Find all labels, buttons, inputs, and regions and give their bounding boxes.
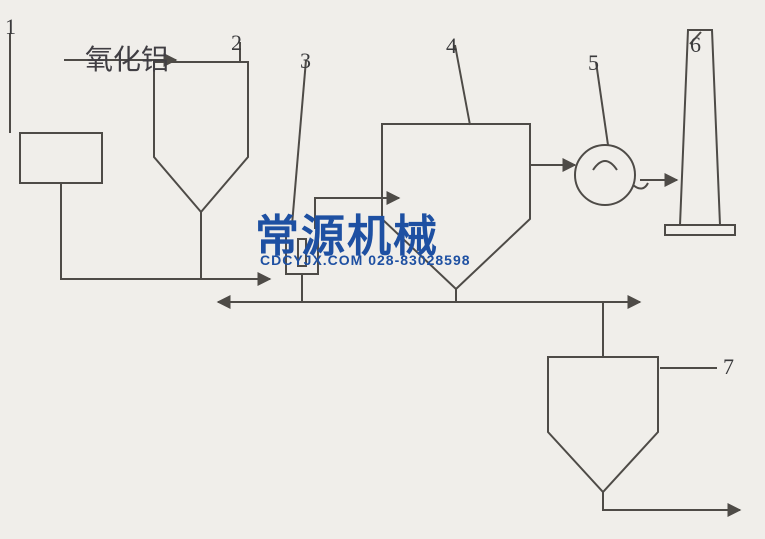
flow-edge-16	[455, 45, 470, 125]
node-5-volute	[575, 167, 648, 189]
watermark-contact: CDCYJX.COM 028-83028598	[260, 252, 471, 268]
component-number-3: 3	[300, 48, 311, 74]
node-2-hopper	[154, 62, 248, 212]
node-6-base	[665, 225, 735, 235]
flow-edge-6	[302, 274, 640, 302]
node-5-blade	[593, 161, 617, 170]
component-number-5: 5	[588, 50, 599, 76]
node-6-stack	[680, 30, 720, 225]
input-material-label: 氧化铝	[85, 38, 169, 78]
process-flow-diagram	[0, 0, 765, 539]
component-number-2: 2	[231, 30, 242, 56]
node-1-box	[20, 133, 102, 183]
component-number-4: 4	[446, 33, 457, 59]
flow-edge-12	[603, 492, 740, 510]
component-number-7: 7	[723, 354, 734, 380]
component-number-6: 6	[690, 32, 701, 58]
flow-edge-3	[61, 183, 270, 279]
node-7-hopper	[548, 357, 658, 492]
node-5-fan	[575, 145, 635, 205]
component-number-1: 1	[5, 14, 16, 40]
